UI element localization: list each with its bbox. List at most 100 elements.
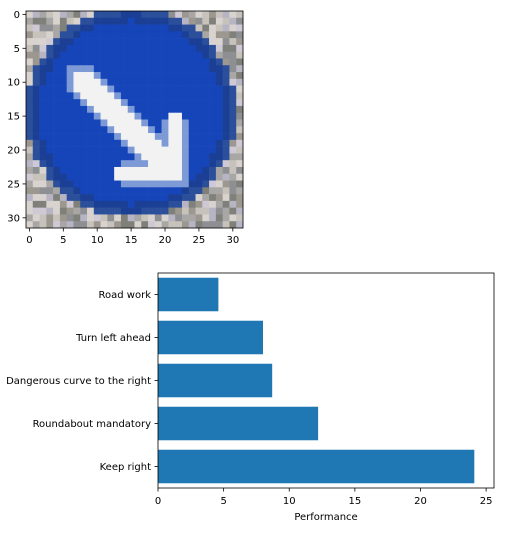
image-pixel [120,214,129,222]
image-pixel [141,105,149,114]
image-pixel [100,78,108,86]
image-pixel [209,105,217,114]
image-pixel [148,58,156,66]
image-pixel [148,166,156,175]
bar-category-label: Roundabout mandatory [33,419,152,430]
image-pixel [236,214,244,222]
image-pixel [175,173,183,181]
image-pixel [168,11,176,19]
image-pixel [148,139,156,147]
image-pixel [154,24,162,32]
image-pixel [229,119,237,127]
image-pixel [175,200,183,208]
image-pixel [202,214,210,222]
image-pixel [93,133,101,141]
image-pixel [59,11,67,19]
image-pixel [202,194,210,202]
image-pixel [188,180,196,188]
image-pixel [127,78,135,86]
image-x-tick-label: 25 [193,235,206,246]
image-pixel [209,126,217,134]
image-pixel [141,119,149,127]
image-pixel [154,92,162,100]
image-pixel [59,160,67,168]
image-pixel [134,207,142,215]
image-pixel [107,160,115,168]
image-pixel [26,44,34,52]
image-pixel [168,214,176,222]
image-pixel [46,58,54,66]
image-pixel [66,153,74,161]
image-pixel [134,221,142,229]
image-pixel [148,207,156,215]
image-pixel [229,72,237,80]
image-pixel [188,166,196,175]
image-pixel [209,146,217,154]
image-pixel [215,51,223,59]
image-pixel [93,11,101,19]
image-pixel [236,160,244,168]
image-pixel [53,160,61,168]
image-pixel [168,166,176,175]
image-pixel [32,126,40,134]
image-pixel [93,139,101,147]
image-pixel [46,92,54,100]
image-pixel [80,78,88,86]
image-pixel [26,112,34,120]
image-pixel [87,105,95,114]
image-pixel [209,38,217,46]
image-pixel [26,194,34,202]
image-pixel [188,207,196,215]
image-pixel [39,187,47,195]
image-pixel [236,194,244,202]
image-x-tick-label: 30 [226,235,239,246]
image-pixel [53,51,61,59]
image-pixel [161,105,169,114]
image-pixel [202,187,210,195]
image-pixel [39,85,47,93]
image-pixel [93,44,101,52]
image-pixel [148,146,156,154]
bar-x-axis-label: Performance [294,512,357,523]
image-pixel [66,51,74,59]
image-pixel [120,44,129,52]
image-pixel [93,126,101,134]
image-pixel [161,133,169,141]
image-pixel [39,99,47,107]
image-pixel [127,173,135,181]
image-pixel [120,221,129,229]
image-pixel [32,173,40,181]
image-pixel [202,200,210,208]
image-pixel [100,44,108,52]
image-pixel [188,194,196,202]
image-pixel [80,173,88,181]
image-pixel [188,31,196,39]
image-pixel [46,31,54,39]
image-pixel [120,207,129,215]
image-pixel [100,139,108,147]
image-pixel [32,146,40,154]
image-pixel [168,105,176,114]
image-pixel [161,85,169,93]
image-pixel [229,92,237,100]
image-pixel [73,17,81,25]
image-pixel [222,139,230,147]
image-pixel [127,72,135,80]
image-pixel [46,85,54,93]
image-pixel [236,99,244,107]
image-pixel [87,24,95,32]
image-pixel [148,78,156,86]
image-pixel [209,187,217,195]
image-pixel [87,153,95,161]
image-pixel [100,65,108,73]
image-pixel [46,207,54,215]
image-pixel [100,194,108,202]
image-pixel [32,160,40,168]
image-pixel [39,194,47,202]
image-pixel [59,99,67,107]
image-pixel [195,207,203,215]
image-pixel [222,207,230,215]
image-pixel [100,153,108,161]
image-pixel [39,112,47,120]
image-pixel [127,139,135,147]
